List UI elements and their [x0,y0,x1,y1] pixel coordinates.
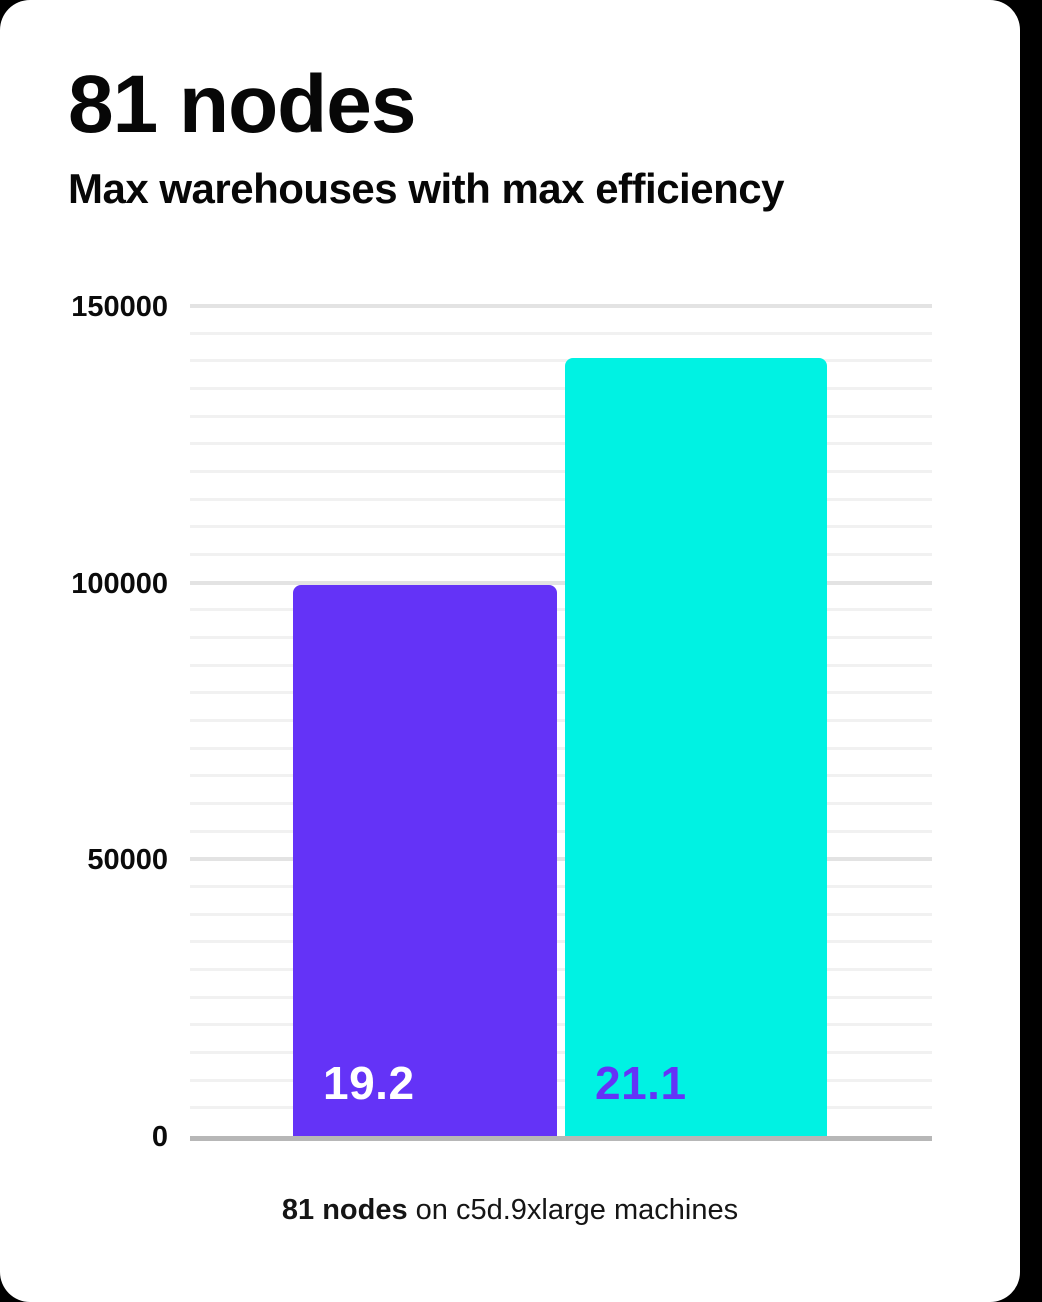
gridline-minor [190,802,932,805]
gridline-minor [190,1023,932,1027]
gridline-minor [190,719,932,722]
gridline-minor [190,885,932,888]
gridline-minor [190,636,932,639]
bar-cyan: 21.1 [565,358,827,1136]
gridline-minor [190,1051,932,1054]
gridline-minor [190,940,932,944]
gridline-minor [190,691,932,695]
y-axis-tick-label: 100000 [71,567,168,600]
y-axis-tick-label: 0 [151,1120,168,1153]
gridline-minor [190,525,932,529]
gridline-minor [190,470,932,473]
gridline-minor [190,608,932,612]
gridline-major [190,580,932,585]
gridline-minor [190,497,932,501]
page-title: 81 nodes [68,59,416,150]
gridline-minor [190,746,932,750]
bar-value-label: 21.1 [595,1057,687,1109]
page-subtitle: Max warehouses with max efficiency [68,165,784,212]
gridline-minor [190,553,932,556]
gridline-minor [190,387,932,390]
bar-purple: 19.2 [293,585,557,1136]
chart-caption: 81 nodes on c5d.9xlarge machines [0,1194,1020,1227]
y-axis-tick-label: 50000 [87,844,168,877]
x-axis-line [190,1136,932,1141]
gridline-minor [190,359,932,363]
bar-value-label: 19.2 [323,1057,415,1109]
gridline-minor [190,1078,932,1082]
caption-bold-text: 81 nodes [281,1194,408,1226]
caption-regular-text: on c5d.9xlarge machines [407,1194,739,1226]
chart-card: 81 nodes Max warehouses with max efficie… [0,0,1020,1302]
gridline-minor [190,829,932,833]
gridline-minor [190,995,932,999]
gridline-minor [190,968,932,971]
gridline-minor [190,442,932,446]
y-axis-tick-label: 150000 [71,290,168,323]
gridline-minor [190,1106,932,1110]
bar-chart: 19.2 21.1 0 50000 100000 150000 [71,290,932,1153]
gridline-major [190,857,932,862]
gridline-minor [190,331,932,335]
gridline-minor [190,774,932,778]
plot-area: 19.2 21.1 [190,304,932,1136]
gridline-minor [190,912,932,916]
gridline-minor [190,663,932,667]
gridline-minor [190,414,932,418]
gridline-major [190,304,932,308]
